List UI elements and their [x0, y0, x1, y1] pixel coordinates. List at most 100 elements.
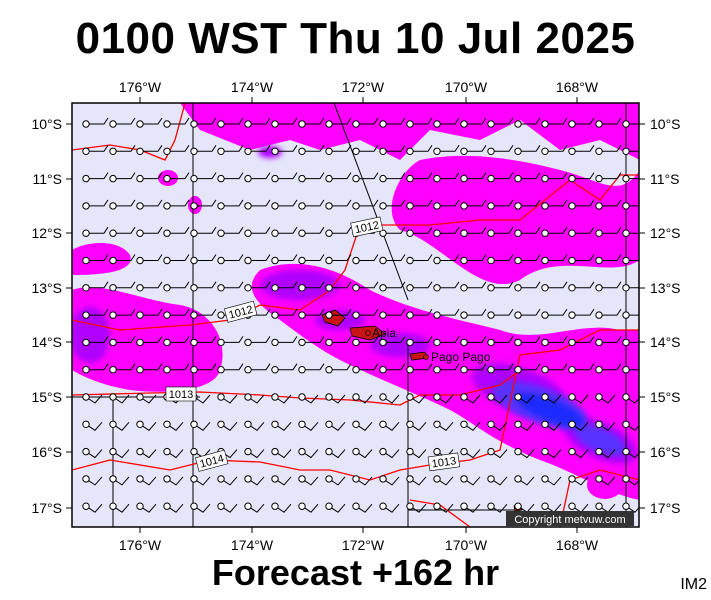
wind-barb: [622, 338, 639, 347]
wind-barb: [298, 199, 325, 210]
wind-barb: [271, 117, 298, 128]
wind-barb: [433, 393, 454, 404]
wind-barb: [595, 447, 616, 459]
copyright-text: Copyright metvuw.com: [514, 514, 625, 526]
wind-barb: [406, 393, 427, 404]
wind-barb: [622, 366, 639, 374]
wind-barb: [352, 447, 373, 459]
wind-barb: [541, 447, 562, 459]
wind-barb: [595, 363, 622, 374]
wind-barb: [379, 447, 400, 459]
wind-barb: [82, 281, 109, 292]
wind-barb: [163, 363, 190, 374]
wind-barb: [298, 117, 325, 128]
wind-barb: [406, 226, 433, 237]
wind-barb: [487, 117, 514, 128]
wind-barb: [460, 308, 487, 319]
wind-barb: [622, 202, 639, 210]
wind-barb: [379, 254, 406, 265]
wind-barb: [460, 281, 487, 292]
wind-barb: [541, 420, 562, 431]
wind-barb: [595, 199, 622, 210]
isobars: [72, 103, 639, 527]
wind-barb: [136, 226, 163, 237]
map-frame: [71, 102, 640, 528]
wind-barb: [190, 172, 217, 183]
wind-barb: [109, 145, 136, 156]
wind-barb: [460, 447, 481, 459]
wind-barb: [271, 447, 292, 459]
wind-barb: [568, 199, 595, 210]
wind-barb: [109, 308, 136, 319]
copyright-box: [506, 511, 634, 526]
wind-barb: [271, 281, 298, 292]
wind-barb: [622, 475, 639, 486]
wind-barb: [541, 145, 568, 156]
wind-barb: [163, 254, 190, 265]
wind-barb: [406, 363, 433, 374]
wind-barb: [244, 475, 265, 486]
wind-barb: [163, 475, 184, 486]
wind-barb: [568, 393, 589, 404]
wind-barb: [271, 502, 292, 513]
wind-barb: [352, 308, 379, 319]
wind-barb: [568, 145, 595, 156]
wind-barb: [487, 308, 514, 319]
wind-barb: [352, 199, 379, 210]
wind-barb: [244, 336, 271, 347]
wind-barb: [271, 363, 298, 374]
wind-barb: [82, 447, 103, 459]
wind-barb: [136, 308, 163, 319]
wind-barb: [244, 226, 271, 237]
wind-barb: [541, 502, 562, 513]
wind-barb: [82, 475, 103, 486]
wind-barb: [541, 336, 568, 347]
wind-barb: [595, 308, 622, 319]
wind-barb: [595, 420, 616, 431]
wind-barb: [190, 420, 211, 431]
lon-label: 168°W: [556, 537, 599, 553]
isobar-label: 1013: [165, 386, 197, 402]
wind-barb: [514, 254, 541, 265]
wind-barb: [406, 254, 433, 265]
wind-barb: [460, 117, 487, 128]
lat-label: 17°S: [650, 500, 681, 516]
wind-barb: [622, 311, 639, 319]
wind-barb: [136, 393, 157, 404]
wind-barb: [271, 336, 298, 347]
wind-barb: [190, 145, 217, 156]
wind-barb: [217, 475, 238, 486]
wind-barb: [271, 172, 298, 183]
wind-barb: [298, 308, 325, 319]
wind-barb: [514, 393, 535, 404]
lat-label: 12°S: [31, 225, 62, 241]
isobar-labels: 1012 1012 1013 1013 1014: [165, 216, 461, 472]
wind-barb: [325, 363, 352, 374]
lon-label: 168°W: [556, 79, 599, 95]
wind-barb: [298, 420, 319, 431]
wind-barb: [487, 363, 514, 374]
wind-barb: [541, 199, 568, 210]
wind-barb: [433, 363, 460, 374]
lon-label: 172°W: [342, 537, 385, 553]
wind-barb: [190, 502, 211, 513]
wind-barb: [109, 475, 130, 486]
wind-barb: [460, 475, 481, 486]
wind-barb: [379, 199, 406, 210]
wind-barb: [190, 199, 217, 210]
wind-barb: [190, 308, 217, 319]
forecast-footer: Forecast +162 hr: [211, 552, 500, 593]
wind-barb: [379, 281, 406, 292]
wind-barb: [163, 502, 184, 513]
wind-barb: [244, 254, 271, 265]
wind-barb: [244, 420, 265, 431]
wind-barb: [352, 145, 379, 156]
wind-barb: [406, 502, 427, 513]
wind-barb: [244, 199, 271, 210]
wind-barb: [136, 475, 157, 486]
rain-extreme-area: [516, 393, 584, 427]
wind-barb: [136, 199, 163, 210]
wind-barb: [136, 281, 163, 292]
wind-barb: [487, 172, 514, 183]
